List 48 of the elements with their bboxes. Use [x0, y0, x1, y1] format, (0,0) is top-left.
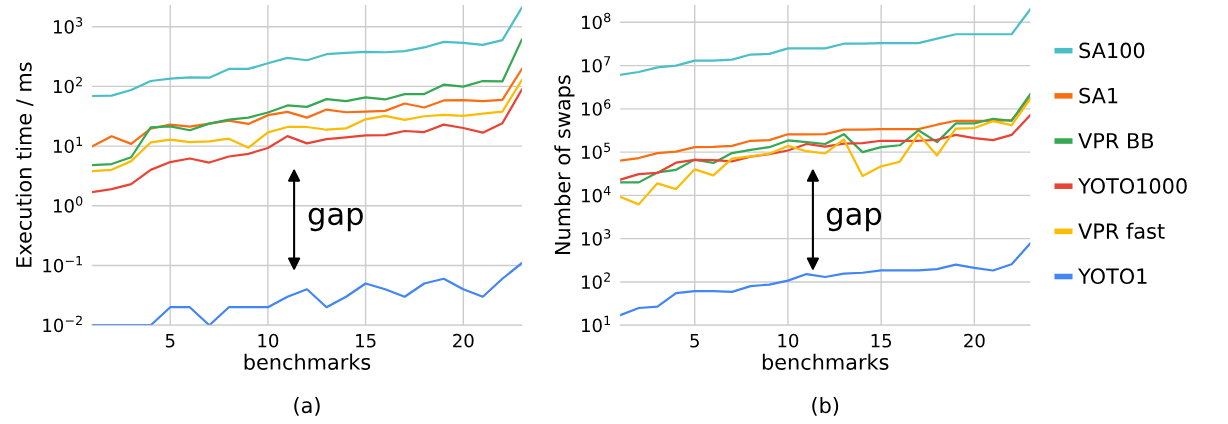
line-series — [620, 96, 1031, 162]
x-axis-title: benchmarks — [244, 353, 371, 370]
x-tick-label: 5 — [690, 334, 699, 348]
x-tick-label: 5 — [165, 334, 175, 348]
legend-label: SA1 — [1079, 87, 1118, 104]
y-tick-label: 10$^{0}$ — [53, 196, 83, 213]
y-tick-label: 10$^{1}$ — [582, 315, 611, 333]
line-series — [92, 88, 522, 194]
y-tick-label: 10$^{2}$ — [53, 76, 82, 94]
y-tick-label: 10$^{3}$ — [53, 17, 83, 34]
y-axis-title: Number of swaps — [554, 75, 575, 254]
y-tick-label: 10$^{8}$ — [582, 12, 611, 30]
text: (b) — [812, 397, 839, 416]
y-tick-label: 10$^{1}$ — [53, 136, 83, 154]
line-series — [620, 113, 1031, 181]
legend-label: YOTO1 — [1078, 268, 1147, 285]
x-axis-title: benchmarks — [762, 353, 889, 370]
line-series — [620, 97, 1031, 206]
line-series — [92, 67, 522, 148]
y-tick-label: 10$^{2}$ — [582, 272, 610, 289]
line-series — [92, 261, 522, 326]
x-tick-label: 15 — [356, 334, 376, 348]
legend-label: SA100 — [1079, 42, 1145, 59]
x-tick-label: 20 — [453, 333, 474, 348]
y-axis-title: Execution time / ms — [15, 62, 34, 267]
line-series — [92, 6, 522, 98]
legend-label: VPR fast — [1078, 222, 1165, 239]
legend-label: VPR BB — [1078, 133, 1154, 149]
y-tick-label: 10$^{5}$ — [582, 142, 611, 160]
x-tick-label: 10 — [778, 333, 799, 348]
x-tick-label: 20 — [964, 333, 985, 348]
legend-label: YOTO1000 — [1078, 178, 1187, 194]
line-series — [620, 92, 1031, 184]
y-tick-label: 10$^{4}$ — [582, 186, 611, 203]
annotation: gap — [826, 207, 882, 232]
text: (a) — [294, 397, 320, 416]
line-series — [620, 242, 1031, 317]
y-tick-label: 10$^{3}$ — [582, 229, 611, 246]
line-series — [92, 78, 522, 173]
y-tick-label: 10$^{−1}$ — [43, 256, 82, 273]
annotation: gap — [308, 207, 363, 232]
x-tick-label: 10 — [258, 333, 279, 348]
y-tick-label: 10$^{6}$ — [582, 99, 611, 116]
y-tick-label: 10$^{−2}$ — [43, 315, 82, 333]
y-tick-label: 10$^{7}$ — [582, 56, 611, 73]
line-series — [620, 8, 1031, 76]
x-tick-label: 15 — [871, 334, 892, 348]
line-series — [92, 38, 522, 167]
